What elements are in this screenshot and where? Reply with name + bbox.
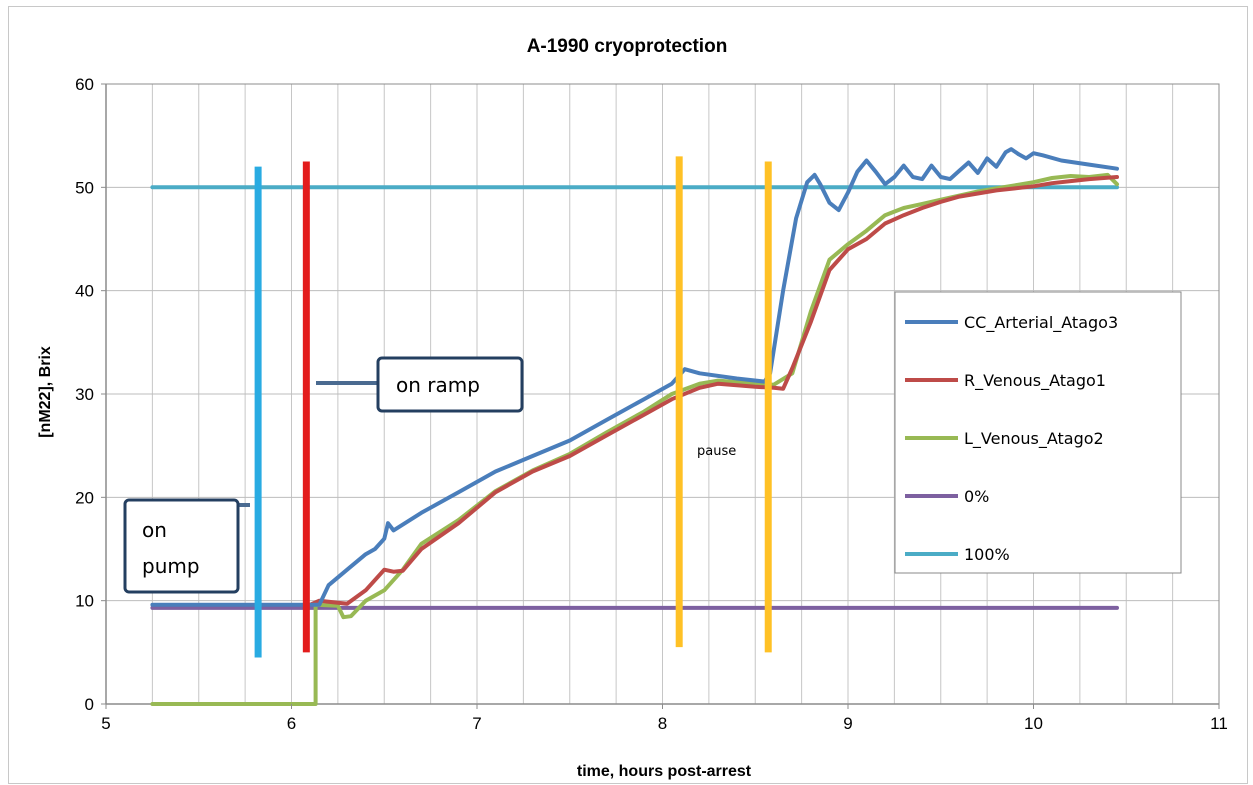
legend: CC_Arterial_Atago3 R_Venous_Atago1 L_Venou… (894, 291, 1182, 574)
x-tick-label: 9 (843, 714, 852, 733)
pause-label: pause (697, 444, 736, 459)
y-tick-labels: 0 10 20 30 40 50 60 (75, 75, 106, 714)
y-tick-label: 30 (75, 385, 94, 404)
x-tick-label: 11 (1210, 714, 1228, 733)
legend-label: R_Venous_Atago1 (964, 371, 1106, 391)
y-tick-label: 10 (75, 592, 94, 611)
y-tick-label: 40 (75, 282, 94, 301)
series-line-l-venous-atago2 (150, 172, 1119, 706)
event-markers (254, 156, 772, 658)
on-pump-line2: pump (142, 554, 200, 578)
x-tick-label: 5 (101, 714, 110, 733)
x-tick-label: 6 (287, 714, 296, 733)
x-tick-labels: 5 6 7 8 9 10 11 (101, 704, 1228, 733)
chart-title: A-1990 cryoprotection (527, 36, 728, 57)
series-lines (150, 147, 1119, 706)
legend-label: 100% (964, 545, 1010, 564)
on-ramp-callout: on ramp (316, 356, 524, 413)
y-tick-label: 20 (75, 488, 94, 507)
series-line-r-venous-atago1 (308, 175, 1119, 607)
legend-label: 0% (964, 487, 989, 506)
on-pump-callout: on pump (123, 498, 250, 594)
x-axis-title: time, hours post-arrest (577, 763, 752, 780)
y-tick-label: 0 (85, 695, 94, 714)
x-tick-label: 7 (472, 714, 481, 733)
legend-label: L_Venous_Atago2 (964, 429, 1104, 449)
y-tick-label: 50 (75, 178, 94, 197)
series-line-cc-arterial-atago3 (150, 147, 1119, 607)
on-pump-line1: on (142, 518, 167, 542)
y-axis-title: [nM22], Brix (37, 346, 54, 438)
y-tick-label: 60 (75, 75, 94, 94)
x-tick-label: 10 (1024, 714, 1043, 733)
on-ramp-label: on ramp (396, 373, 480, 397)
legend-label: CC_Arterial_Atago3 (964, 313, 1118, 333)
x-tick-label: 8 (658, 714, 667, 733)
